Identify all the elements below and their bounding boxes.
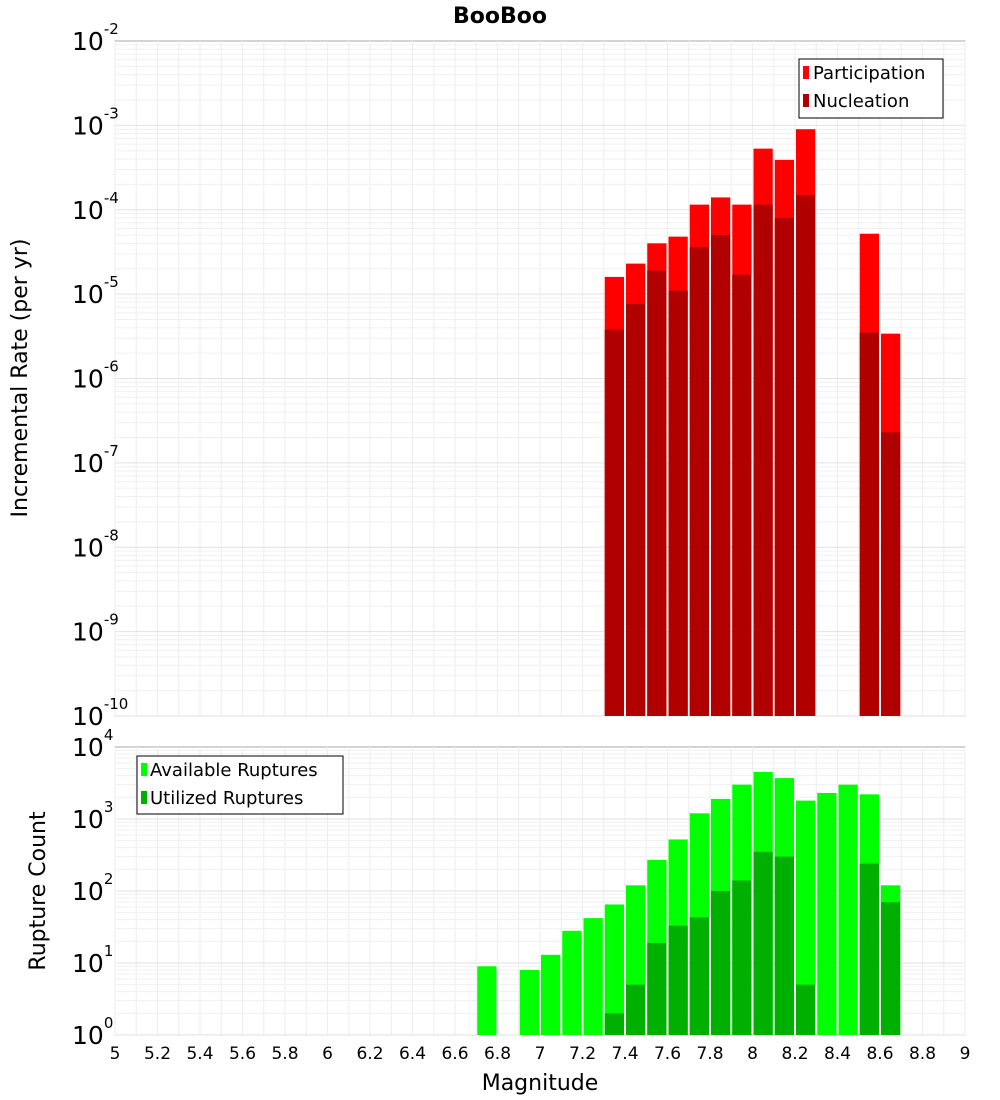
available-ruptures-legend-swatch	[141, 763, 147, 776]
participation-legend-swatch	[803, 66, 809, 79]
bar-utilized-ruptures-8.25	[796, 984, 816, 1035]
rate-gridlines	[114, 41, 966, 717]
bar-utilized-ruptures-8.65	[881, 902, 901, 1035]
x-tick-label: 5.4	[186, 1044, 213, 1064]
rate-y-tick-labels: 10-10 10-9 10-8 10-7 10-6 10-5 10-4 10-3 10-2	[72, 20, 128, 731]
y-tick-label: 10-10	[72, 695, 128, 731]
bar-available-ruptures-7.25	[583, 918, 603, 1035]
x-tick-label: 6.8	[484, 1044, 511, 1064]
bar-nucleation-7.45	[626, 304, 646, 716]
x-tick-label: 5.2	[144, 1044, 171, 1064]
x-tick-label: 9	[960, 1044, 971, 1064]
x-tick-label: 7.2	[569, 1044, 596, 1064]
count-y-axis-label: Rupture Count	[26, 811, 51, 971]
x-axis-label: Magnitude	[482, 1071, 599, 1096]
bar-available-ruptures-7.15	[562, 930, 582, 1035]
y-tick-label: 10-2	[72, 20, 119, 56]
bar-utilized-ruptures-7.95	[732, 880, 752, 1035]
bar-utilized-ruptures-7.75	[689, 917, 709, 1035]
bar-nucleation-8.55	[859, 332, 879, 716]
bar-nucleation-8.25	[796, 194, 816, 716]
count-legend-box	[136, 755, 344, 815]
x-tick-label: 7.6	[654, 1044, 681, 1064]
magnitude-tick-labels: 5 5.2 5.4 5.6 5.8 6 6.2 6.4 6.6 6.8 7 7.2 7.4 7.6 7.8 8…	[110, 1044, 971, 1064]
participation-legend-label: Participation	[813, 63, 925, 84]
bar-nucleation-7.95	[732, 274, 752, 716]
nucleation-legend-swatch	[803, 94, 809, 107]
y-tick-label: 10-8	[72, 526, 119, 562]
y-tick-label: 10-3	[72, 104, 119, 140]
utilized-ruptures-legend-swatch	[141, 791, 147, 804]
bar-nucleation-7.55	[647, 270, 667, 716]
y-tick-label: 104	[72, 726, 113, 762]
y-tick-label: 10-7	[72, 442, 119, 478]
x-tick-label: 8.4	[824, 1044, 851, 1064]
x-tick-label: 6.4	[399, 1044, 426, 1064]
bar-available-ruptures-7.05	[541, 954, 561, 1035]
bar-utilized-ruptures-7.85	[711, 891, 731, 1035]
bar-available-ruptures-6.75	[477, 966, 497, 1035]
y-tick-label: 10-9	[72, 611, 119, 647]
bar-nucleation-7.65	[668, 290, 688, 716]
count-legend: Available Ruptures Utilized Ruptures	[136, 755, 344, 815]
y-tick-label: 10-4	[72, 189, 119, 225]
x-tick-label: 7.4	[611, 1044, 638, 1064]
y-tick-label: 10-5	[72, 273, 119, 309]
rate-bars	[604, 129, 901, 717]
x-tick-label: 8.8	[909, 1044, 936, 1064]
x-tick-label: 8	[747, 1044, 758, 1064]
count-bars	[477, 771, 901, 1035]
bar-nucleation-7.85	[711, 235, 731, 716]
bar-utilized-ruptures-8.05	[753, 851, 773, 1035]
y-tick-label: 101	[72, 942, 113, 978]
x-tick-label: 6	[322, 1044, 333, 1064]
x-tick-label: 7.8	[696, 1044, 723, 1064]
x-tick-label: 5.8	[271, 1044, 298, 1064]
bar-available-ruptures-7.35	[604, 904, 624, 1035]
bar-nucleation-7.35	[604, 329, 624, 716]
rate-legend: Participation Nucleation	[798, 58, 944, 119]
x-tick-label: 7	[535, 1044, 546, 1064]
bar-nucleation-7.75	[689, 247, 709, 716]
count-panel: 100 101 102 103 104 5 5.2 5.4 5.6 5.8 6 6.2 6.4 6.6 6…	[26, 726, 970, 1096]
available-ruptures-legend-label: Available Ruptures	[150, 760, 318, 781]
bar-utilized-ruptures-7.45	[626, 984, 646, 1035]
y-tick-label: 10-6	[72, 358, 119, 394]
nucleation-legend-label: Nucleation	[813, 91, 909, 112]
y-tick-label: 100	[72, 1014, 113, 1050]
x-tick-label: 8.2	[781, 1044, 808, 1064]
bar-utilized-ruptures-8.15	[774, 856, 794, 1035]
bar-nucleation-8.65	[881, 432, 901, 716]
y-tick-label: 103	[72, 798, 113, 834]
bar-utilized-ruptures-7.35	[604, 1013, 624, 1035]
bar-available-ruptures-6.95	[519, 969, 539, 1035]
utilized-ruptures-legend-label: Utilized Ruptures	[150, 788, 303, 809]
bar-nucleation-8.15	[774, 217, 794, 716]
y-tick-label: 102	[72, 870, 113, 906]
rate-panel: 10-10 10-9 10-8 10-7 10-6 10-5 10-4 10-3 10-2 In…	[8, 20, 966, 731]
x-tick-label: 6.2	[356, 1044, 383, 1064]
x-tick-label: 5.6	[229, 1044, 256, 1064]
bar-utilized-ruptures-7.65	[668, 925, 688, 1035]
bar-utilized-ruptures-8.55	[859, 863, 879, 1035]
bar-available-ruptures-8.35	[817, 792, 837, 1035]
bar-utilized-ruptures-7.55	[647, 942, 667, 1035]
chart-title: BooBoo	[453, 4, 547, 29]
bar-available-ruptures-8.25	[796, 800, 816, 1035]
rate-y-axis-label: Incremental Rate (per yr)	[8, 239, 33, 518]
x-tick-label: 8.6	[866, 1044, 893, 1064]
x-tick-label: 6.6	[441, 1044, 468, 1064]
bar-nucleation-8.05	[753, 204, 773, 717]
bar-available-ruptures-8.45	[838, 784, 858, 1035]
rate-legend-box	[798, 58, 944, 119]
count-y-tick-labels: 100 101 102 103 104	[72, 726, 113, 1050]
x-tick-label: 5	[110, 1044, 121, 1064]
